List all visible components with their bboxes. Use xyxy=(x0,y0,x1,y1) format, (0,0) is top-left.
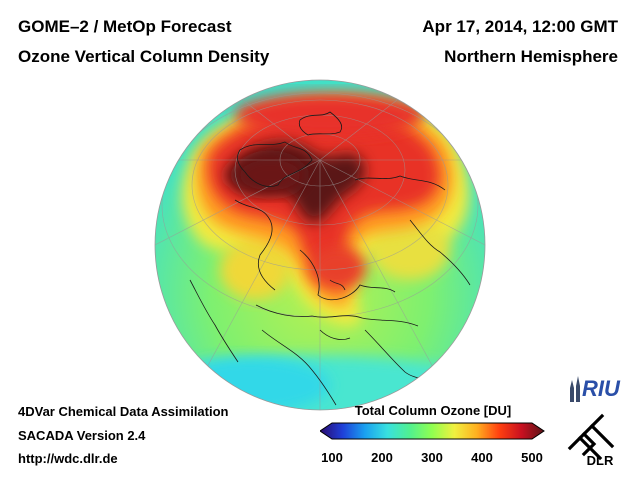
graticule xyxy=(155,89,485,410)
product-title: GOME–2 / MetOp Forecast xyxy=(18,17,232,36)
dlr-logo: DLR xyxy=(567,413,615,468)
dlr-emblem-icon xyxy=(567,413,615,461)
colorbar-body xyxy=(320,422,545,440)
moderate-ozone-pacific xyxy=(220,240,290,300)
colorbar-tick-label: 400 xyxy=(471,450,493,465)
method-label: 4DVar Chemical Data Assimilation xyxy=(18,404,229,419)
colorbar-tick-label: 200 xyxy=(371,450,393,465)
riu-cathedral-icon xyxy=(570,376,580,402)
colorbar xyxy=(320,422,545,440)
colorbar-tick-label: 100 xyxy=(321,450,343,465)
high-ozone-europe xyxy=(310,246,366,290)
version-label: SACADA Version 2.4 xyxy=(18,428,146,443)
colorbar-tick-label: 500 xyxy=(521,450,543,465)
moderate-ozone-atlantic xyxy=(370,220,450,280)
colorbar-title: Total Column Ozone [DU] xyxy=(354,403,512,418)
colorbar-tick-label: 300 xyxy=(421,450,443,465)
forecast-timestamp: Apr 17, 2014, 12:00 GMT xyxy=(422,17,618,36)
high-ozone-cap-top xyxy=(235,93,425,137)
riu-logo: RIU xyxy=(570,376,621,402)
maximum-ozone-core-2 xyxy=(235,155,305,195)
globe-outline xyxy=(154,79,486,411)
riu-logo-text: RIU xyxy=(582,376,621,401)
hemisphere-label: Northern Hemisphere xyxy=(444,47,618,66)
product-subtitle: Ozone Vertical Column Density xyxy=(18,47,270,66)
dlr-logo-text: DLR xyxy=(587,453,614,468)
source-url: http://wdc.dlr.de xyxy=(18,451,118,466)
